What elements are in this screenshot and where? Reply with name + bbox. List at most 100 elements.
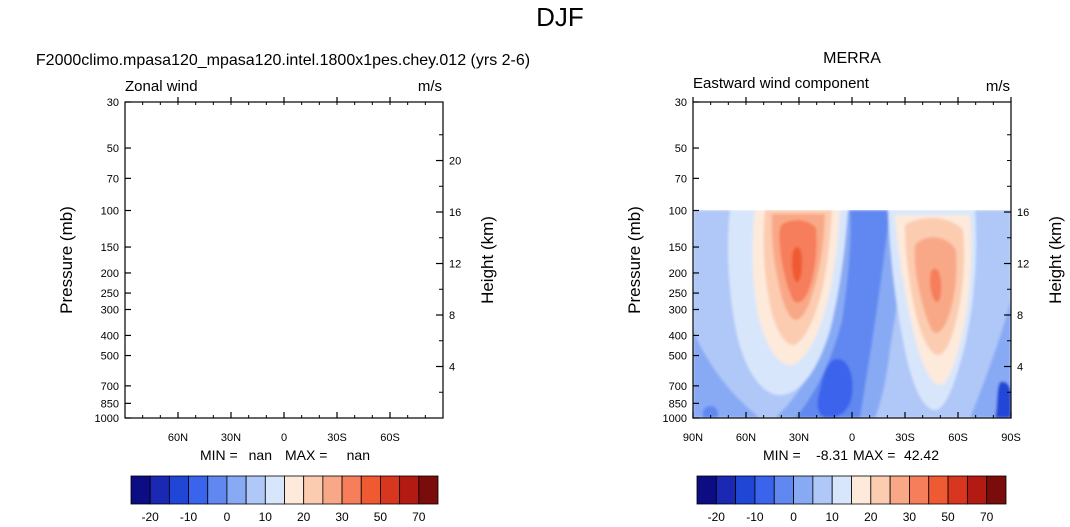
lat-tick-label: 0 <box>849 432 855 444</box>
height-tick-label: 4 <box>449 362 455 374</box>
colorbar-swatch <box>168 475 189 505</box>
colorbar-swatch <box>947 475 968 505</box>
colorbar-swatch <box>870 475 891 505</box>
colorbar-label: 50 <box>374 510 388 524</box>
right-max-label: MAX = <box>853 447 895 463</box>
colorbar-swatch <box>812 475 833 505</box>
height-tick-label: 12 <box>449 259 461 271</box>
right-colorbar: -20 -10 0 10 20 30 50 70 <box>696 475 1007 524</box>
left-min-value: nan <box>249 447 272 463</box>
pressure-tick-label: 70 <box>675 173 687 185</box>
figure-title: DJF <box>536 2 584 32</box>
pressure-tick-label: 100 <box>669 205 687 217</box>
left-min-label: MIN = <box>200 447 238 463</box>
lat-tick-label: 30S <box>327 432 347 444</box>
right-axes: 30 50 70 100 150 200 250 300 400 500 700 850 1000 4 8 1… <box>663 97 1029 444</box>
pressure-tick-label: 500 <box>101 351 119 363</box>
colorbar-swatch <box>207 475 228 505</box>
lat-tick-label: 90N <box>683 432 703 444</box>
contour-band-tropics-core <box>795 210 890 418</box>
colorbar-label: -20 <box>142 510 160 524</box>
colorbar-swatch <box>851 475 872 505</box>
left-plot-frame <box>124 101 444 419</box>
pressure-tick-label: 850 <box>669 398 687 410</box>
colorbar-swatch <box>754 475 775 505</box>
colorbar-swatch <box>418 475 439 505</box>
colorbar-label: 10 <box>826 510 840 524</box>
contour-band-low-north <box>693 330 760 418</box>
colorbar-swatch <box>793 475 814 505</box>
zonal-wind-contours <box>693 210 1011 418</box>
colorbar-swatch <box>264 475 285 505</box>
left-panel-variable-label: Zonal wind <box>125 78 198 95</box>
left-axes: 3050701001502002503004005007008501000481… <box>95 97 461 444</box>
pressure-tick-label: 50 <box>107 143 119 155</box>
left-max-label: MAX = <box>285 447 327 463</box>
lat-tick-label: 0 <box>281 432 287 444</box>
height-tick-label: 8 <box>1017 310 1023 322</box>
colorbar-label: 20 <box>297 510 311 524</box>
lat-tick-label: 60N <box>168 432 188 444</box>
lat-tick-label: 30S <box>895 432 915 444</box>
colorbar-swatch <box>735 475 756 505</box>
pressure-tick-label: 400 <box>669 330 687 342</box>
height-tick-label: 20 <box>449 156 461 168</box>
colorbar-label: -10 <box>746 510 764 524</box>
colorbar-swatch <box>986 475 1007 505</box>
colorbar-swatch <box>303 475 324 505</box>
pressure-tick-label: 500 <box>669 351 687 363</box>
colorbar-label: 30 <box>335 510 349 524</box>
colorbar-label: 20 <box>864 510 878 524</box>
pressure-tick-label: 700 <box>669 381 687 393</box>
right-panel-title: MERRA <box>823 50 881 67</box>
left-y2-axis-label: Height (km) <box>478 216 497 304</box>
contour-easterly-core <box>817 359 853 418</box>
pressure-tick-label: 150 <box>101 242 119 254</box>
colorbar-label: -20 <box>708 510 726 524</box>
colorbar-swatch <box>245 475 266 505</box>
colorbar-label: 70 <box>980 510 994 524</box>
left-min-max: MIN = nan MAX = nan <box>200 447 370 463</box>
colorbar-label: 30 <box>903 510 917 524</box>
right-y-axis-label: Pressure (mb) <box>625 206 644 314</box>
pressure-tick-label: 250 <box>669 288 687 300</box>
colorbar-swatch <box>928 475 949 505</box>
lat-tick-label: 90S <box>1001 432 1021 444</box>
colorbar-swatch <box>889 475 910 505</box>
right-y2-axis-label: Height (km) <box>1046 216 1065 304</box>
right-min-max: MIN = -8.31 MAX = 42.42 <box>763 447 939 463</box>
colorbar-swatch <box>715 475 737 505</box>
lat-tick-label: 30N <box>789 432 809 444</box>
colorbar-swatch <box>696 475 717 505</box>
colorbar-label: 10 <box>259 510 273 524</box>
colorbar-label: 0 <box>790 510 797 524</box>
right-panel: MERRA Eastward wind component m/s <box>625 50 1065 524</box>
contour-north-jet-40 <box>792 247 802 282</box>
right-max-value: 42.42 <box>904 447 939 463</box>
colorbar-label: -10 <box>180 510 198 524</box>
left-panel-units: m/s <box>418 78 442 95</box>
left-panel: F2000climo.mpasa120_mpasa120.intel.1800x… <box>36 52 530 524</box>
pressure-tick-label: 300 <box>669 305 687 317</box>
lat-tick-label: 60N <box>736 432 756 444</box>
height-tick-label: 8 <box>449 310 455 322</box>
pressure-tick-label: 250 <box>101 288 119 300</box>
height-tick-label: 16 <box>1017 207 1029 219</box>
colorbar-swatch <box>226 475 247 505</box>
contour-easterly-south-edge <box>995 381 1011 418</box>
contour-south-jet-30 <box>930 268 942 302</box>
pressure-tick-label: 850 <box>101 398 119 410</box>
pressure-tick-label: 30 <box>675 97 687 109</box>
pressure-tick-label: 300 <box>101 305 119 317</box>
pressure-tick-label: 1000 <box>663 413 687 425</box>
pressure-tick-label: 100 <box>101 205 119 217</box>
lat-tick-label: 60S <box>948 432 968 444</box>
pressure-tick-label: 200 <box>101 268 119 280</box>
pressure-tick-label: 50 <box>675 143 687 155</box>
colorbar-swatch <box>284 475 305 505</box>
colorbar-label: 50 <box>941 510 955 524</box>
pressure-tick-label: 700 <box>101 381 119 393</box>
colorbar-label: 70 <box>412 510 426 524</box>
pressure-tick-label: 30 <box>107 97 119 109</box>
